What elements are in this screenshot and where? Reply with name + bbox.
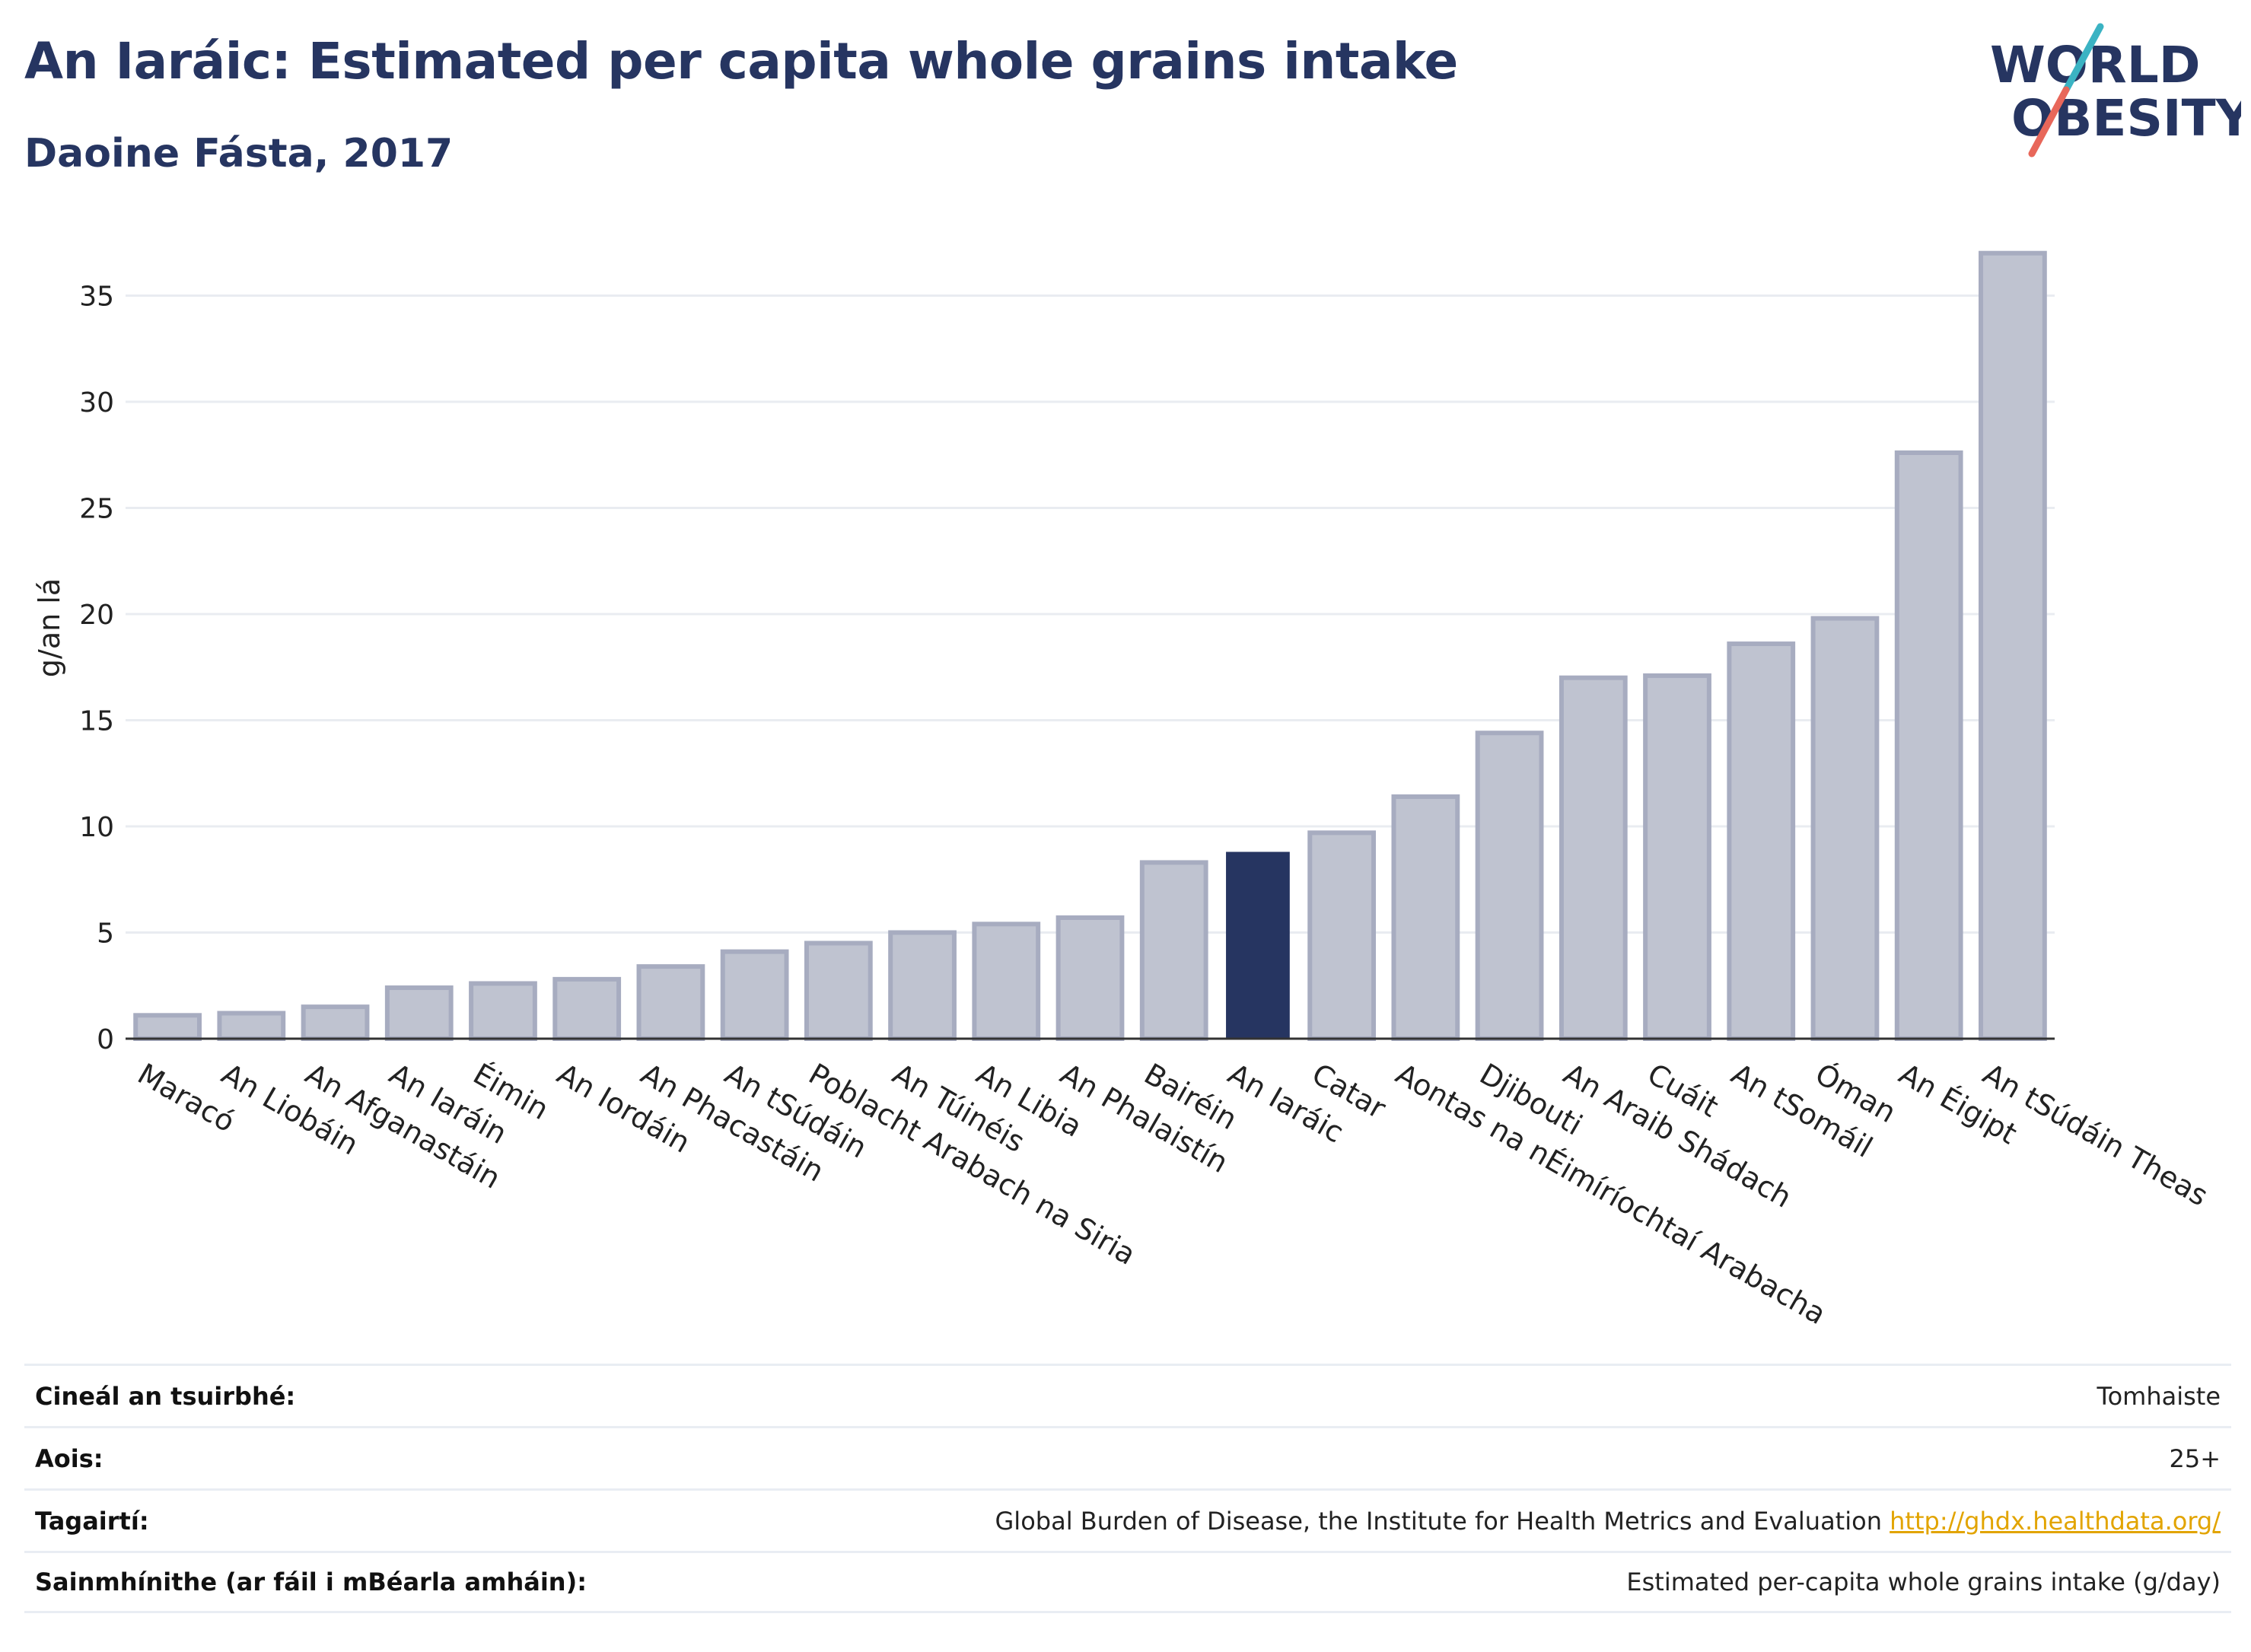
y-tick-label: 10 xyxy=(79,812,114,843)
grid-lines xyxy=(126,294,2055,934)
y-tick-label: 25 xyxy=(79,494,114,525)
bar xyxy=(384,985,454,1042)
info-value-text: 25+ xyxy=(2169,1444,2221,1473)
info-row: Cineál an tsuirbhé: Tomhaiste xyxy=(24,1364,2231,1426)
info-value: Global Burden of Disease, the Institute … xyxy=(995,1507,2221,1536)
info-value: Tomhaiste xyxy=(2097,1382,2221,1411)
chart-title: An Iaráic: Estimated per capita whole gr… xyxy=(24,32,1458,91)
bar xyxy=(1643,673,1711,1041)
reference-link[interactable]: http://ghdx.healthdata.org/ xyxy=(1890,1506,2221,1536)
info-row: Tagairtí: Global Burden of Disease, the I… xyxy=(24,1488,2231,1551)
info-value: Estimated per-capita whole grains intake… xyxy=(1626,1568,2221,1596)
bar xyxy=(301,1004,370,1042)
bar xyxy=(1894,450,1963,1041)
y-tick-label: 15 xyxy=(79,706,114,737)
info-value-text: Global Burden of Disease, the Institute … xyxy=(995,1506,1882,1536)
bar xyxy=(804,941,873,1042)
info-value-text: Tomhaiste xyxy=(2097,1381,2221,1411)
bar xyxy=(1810,616,1880,1041)
y-axis-label: g/an lá xyxy=(33,578,66,677)
logo-text-obesity: OBESITY xyxy=(2011,89,2241,148)
y-tick-label: 5 xyxy=(97,918,114,950)
info-value: 25+ xyxy=(2169,1444,2221,1473)
y-tick-label: 30 xyxy=(79,387,114,419)
bar xyxy=(1139,860,1208,1041)
info-label: Cineál an tsuirbhé: xyxy=(35,1381,296,1411)
bar-highlighted xyxy=(1226,851,1290,1039)
info-row: Sainmhínithe (ar fáil i mBéarla amháin):… xyxy=(24,1551,2231,1613)
logo-slash-bottom xyxy=(2028,86,2070,158)
bar xyxy=(552,976,622,1042)
y-axis-ticks: 0 5 10 15 20 25 30 35 xyxy=(79,282,114,1056)
bar xyxy=(1391,794,1460,1041)
y-tick-label: 0 xyxy=(97,1024,114,1055)
chart-subtitle: Daoine Fásta, 2017 xyxy=(24,131,454,177)
bar xyxy=(133,1013,202,1042)
info-table: Cineál an tsuirbhé: Tomhaiste Aois: 25+ Taga… xyxy=(24,1364,2231,1613)
bar xyxy=(972,921,1041,1042)
bar xyxy=(469,981,537,1041)
bar xyxy=(1475,731,1544,1041)
bar xyxy=(1559,675,1628,1041)
world-obesity-logo: WORLD OBESITY xyxy=(1990,23,2241,158)
info-label: Aois: xyxy=(35,1444,103,1473)
bar xyxy=(1979,250,2047,1042)
y-tick-label: 35 xyxy=(79,282,114,313)
bar xyxy=(1727,641,1796,1041)
bar xyxy=(217,1011,286,1042)
info-label: Sainmhínithe (ar fáil i mBéarla amháin): xyxy=(35,1568,587,1596)
info-value-text: Estimated per-capita whole grains intake… xyxy=(1626,1568,2221,1596)
x-tick-label: Maracó xyxy=(132,1057,240,1139)
info-label: Tagairtí: xyxy=(35,1506,149,1536)
bar xyxy=(888,930,957,1041)
bar xyxy=(636,964,705,1042)
logo-text-world: WORLD xyxy=(1990,36,2201,94)
logo-slash-top xyxy=(2062,23,2104,94)
y-tick-label: 20 xyxy=(79,600,114,631)
bar xyxy=(1307,830,1377,1041)
bars xyxy=(133,250,2047,1042)
bar xyxy=(1055,915,1125,1041)
bar xyxy=(720,949,789,1041)
info-row: Aois: 25+ xyxy=(24,1426,2231,1488)
